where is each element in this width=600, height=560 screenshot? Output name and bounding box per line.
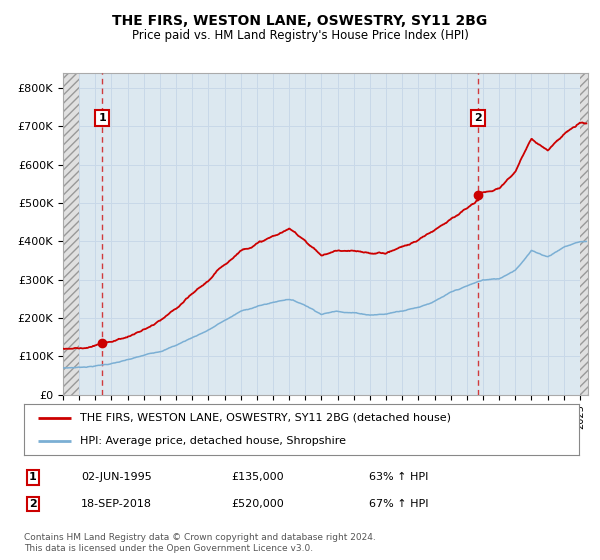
Text: 63% ↑ HPI: 63% ↑ HPI (369, 472, 428, 482)
Bar (580, 73, 588, 395)
Text: Price paid vs. HM Land Registry's House Price Index (HPI): Price paid vs. HM Land Registry's House … (131, 29, 469, 42)
Text: 18-SEP-2018: 18-SEP-2018 (81, 499, 152, 509)
Text: THE FIRS, WESTON LANE, OSWESTRY, SY11 2BG: THE FIRS, WESTON LANE, OSWESTRY, SY11 2B… (112, 14, 488, 28)
Text: THE FIRS, WESTON LANE, OSWESTRY, SY11 2BG (detached house): THE FIRS, WESTON LANE, OSWESTRY, SY11 2B… (79, 413, 451, 423)
Text: 2: 2 (29, 499, 37, 509)
Text: HPI: Average price, detached house, Shropshire: HPI: Average price, detached house, Shro… (79, 436, 346, 446)
Text: 1: 1 (29, 472, 37, 482)
Text: Contains HM Land Registry data © Crown copyright and database right 2024.
This d: Contains HM Land Registry data © Crown c… (24, 533, 376, 553)
Text: £135,000: £135,000 (231, 472, 284, 482)
Text: 02-JUN-1995: 02-JUN-1995 (81, 472, 152, 482)
Text: 1: 1 (98, 113, 106, 123)
Text: 67% ↑ HPI: 67% ↑ HPI (369, 499, 428, 509)
Text: 2: 2 (475, 113, 482, 123)
Bar (63, 73, 79, 395)
Text: £520,000: £520,000 (231, 499, 284, 509)
